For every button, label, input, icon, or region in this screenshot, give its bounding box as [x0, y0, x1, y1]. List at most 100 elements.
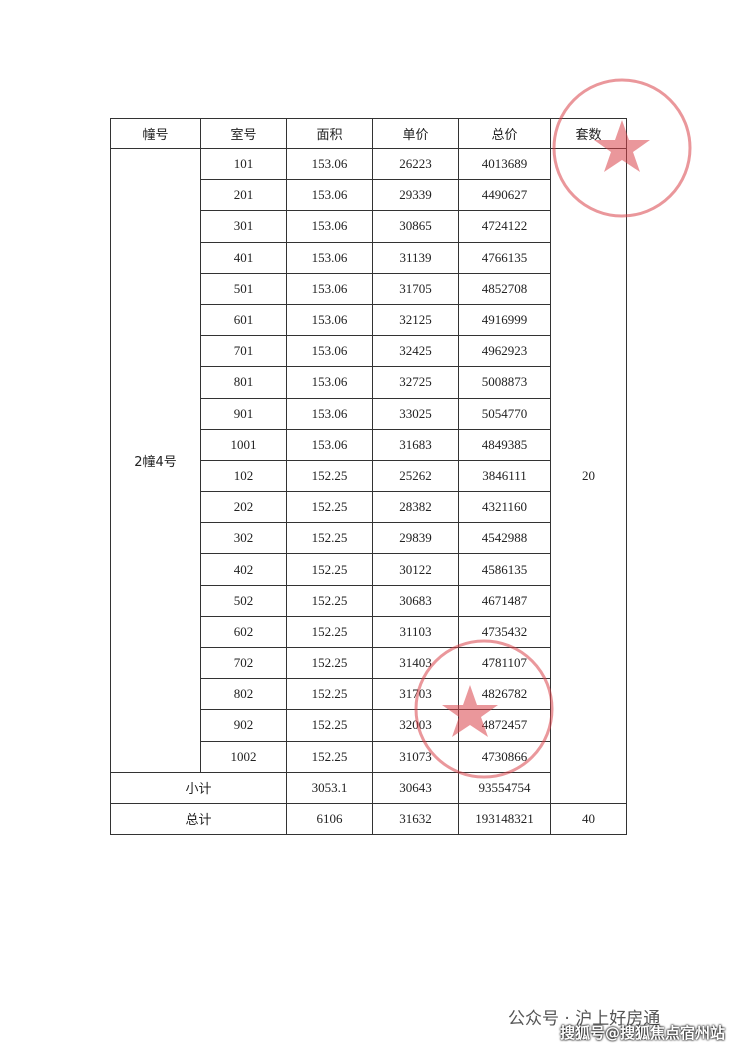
room-cell: 302	[200, 522, 287, 555]
area-cell: 152.25	[286, 646, 373, 680]
total-total: 193148321	[458, 802, 551, 835]
sets-cell: 20	[550, 148, 627, 804]
unit-price-cell: 31073	[372, 740, 459, 773]
data-row: 201 153.06 29339 4490627	[111, 179, 627, 212]
data-row: 701 153.06 32425 4962923	[111, 335, 627, 368]
area-cell: 153.06	[286, 366, 373, 399]
unit-price-cell: 31139	[372, 241, 459, 274]
area-cell: 153.06	[286, 210, 373, 243]
total-price-cell: 4671487	[458, 584, 551, 617]
total-price-cell: 4962923	[458, 335, 551, 368]
area-cell: 153.06	[286, 272, 373, 305]
building-cell: 2幢4号	[110, 148, 201, 773]
data-row: 601 153.06 32125 4916999	[111, 303, 627, 337]
area-cell: 153.06	[286, 147, 373, 181]
room-cell: 602	[200, 615, 287, 649]
total-price-cell: 4781107	[458, 646, 551, 680]
unit-price-cell: 32003	[372, 709, 459, 742]
unit-price-cell: 29339	[372, 179, 459, 212]
area-cell: 152.25	[286, 709, 373, 742]
data-row: 502 152.25 30683 4671487	[111, 584, 627, 617]
room-cell: 301	[200, 210, 287, 243]
total-unit-price: 31632	[372, 802, 459, 835]
total-price-cell: 4490627	[458, 179, 551, 212]
data-row: 202 152.25 28382 4321160	[111, 491, 627, 524]
total-price-cell: 4321160	[458, 491, 551, 524]
room-cell: 502	[200, 584, 287, 617]
data-row: 402 152.25 30122 4586135	[111, 553, 627, 586]
total-row: 总计 6106 31632 193148321 40	[110, 802, 627, 835]
total-price-cell: 4724122	[458, 210, 551, 243]
column-header: 幢号	[110, 118, 201, 149]
area-cell: 153.06	[286, 179, 373, 212]
column-header: 单价	[372, 118, 459, 149]
room-cell: 601	[200, 303, 287, 337]
column-header: 面积	[286, 118, 373, 149]
data-row: 302 152.25 29839 4542988	[111, 522, 627, 555]
area-cell: 153.06	[286, 428, 373, 461]
data-row: 501 153.06 31705 4852708	[111, 272, 627, 305]
room-cell: 401	[200, 241, 287, 274]
column-header: 套数	[550, 118, 627, 149]
area-cell: 153.06	[286, 335, 373, 368]
subtotal-total: 93554754	[458, 771, 551, 804]
area-cell: 152.25	[286, 740, 373, 773]
room-cell: 202	[200, 491, 287, 524]
total-price-cell: 4735432	[458, 615, 551, 649]
area-cell: 152.25	[286, 584, 373, 617]
area-cell: 152.25	[286, 522, 373, 555]
total-price-cell: 4586135	[458, 553, 551, 586]
unit-price-cell: 31705	[372, 272, 459, 305]
unit-price-cell: 32725	[372, 366, 459, 399]
watermark-account: 公众号 · 沪上好房通	[508, 1009, 661, 1029]
total-price-cell: 4916999	[458, 303, 551, 337]
total-price-cell: 5054770	[458, 397, 551, 430]
sales-table: 幢号 室号 面积 单价 总价 套数 2幢4号 101 153.06 26223 4013689 20…	[110, 118, 627, 835]
total-price-cell: 4826782	[458, 678, 551, 711]
total-price-cell: 5008873	[458, 366, 551, 399]
room-cell: 1002	[200, 740, 287, 773]
unit-price-cell: 30122	[372, 553, 459, 586]
area-cell: 152.25	[286, 491, 373, 524]
unit-price-cell: 31703	[372, 678, 459, 711]
room-cell: 102	[200, 459, 287, 493]
room-cell: 801	[200, 366, 287, 399]
total-price-cell: 4849385	[458, 428, 551, 461]
area-cell: 153.06	[286, 397, 373, 430]
total-price-cell: 4766135	[458, 241, 551, 274]
area-cell: 152.25	[286, 459, 373, 493]
area-cell: 152.25	[286, 553, 373, 586]
room-cell: 802	[200, 678, 287, 711]
total-price-cell: 4542988	[458, 522, 551, 555]
area-cell: 153.06	[286, 241, 373, 274]
total-sets: 40	[550, 802, 627, 835]
data-row: 2幢4号 101 153.06 26223 4013689 20	[110, 147, 627, 804]
room-cell: 902	[200, 709, 287, 742]
total-price-cell: 4730866	[458, 740, 551, 773]
total-price-cell: 4852708	[458, 272, 551, 305]
unit-price-cell: 31103	[372, 615, 459, 649]
room-cell: 501	[200, 272, 287, 305]
unit-price-cell: 26223	[372, 147, 459, 181]
subtotal-area: 3053.1	[286, 771, 373, 804]
unit-price-cell: 32425	[372, 335, 459, 368]
unit-price-cell: 33025	[372, 397, 459, 430]
column-header: 总价	[458, 118, 551, 149]
area-cell: 153.06	[286, 303, 373, 337]
unit-price-cell: 31683	[372, 428, 459, 461]
room-cell: 201	[200, 179, 287, 212]
room-cell: 701	[200, 335, 287, 368]
room-cell: 901	[200, 397, 287, 430]
subtotal-row: 小计 3053.1 30643 93554754	[110, 771, 627, 804]
subtotal-label: 小计	[110, 771, 287, 804]
unit-price-cell: 31403	[372, 646, 459, 680]
room-cell: 101	[200, 147, 287, 181]
unit-price-cell: 28382	[372, 491, 459, 524]
room-cell: 702	[200, 646, 287, 680]
room-cell: 402	[200, 553, 287, 586]
unit-price-cell: 25262	[372, 459, 459, 493]
unit-price-cell: 30865	[372, 210, 459, 243]
area-cell: 152.25	[286, 678, 373, 711]
